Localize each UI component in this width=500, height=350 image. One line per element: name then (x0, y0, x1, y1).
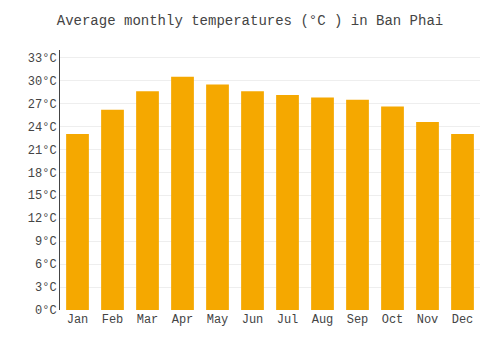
svg-text:33°C: 33°C (28, 52, 57, 66)
svg-text:Dec: Dec (452, 313, 474, 327)
svg-text:Sep: Sep (347, 313, 369, 327)
svg-text:6°C: 6°C (35, 258, 57, 272)
svg-text:30°C: 30°C (28, 75, 57, 89)
svg-text:Jul: Jul (277, 313, 299, 327)
svg-text:Jun: Jun (242, 313, 264, 327)
svg-text:18°C: 18°C (28, 167, 57, 181)
svg-text:Mar: Mar (137, 313, 159, 327)
svg-text:Average monthly temperatures (: Average monthly temperatures (°C ) in Ba… (57, 13, 443, 29)
svg-text:Aug: Aug (312, 313, 334, 327)
svg-text:21°C: 21°C (28, 144, 57, 158)
svg-text:Apr: Apr (172, 313, 194, 327)
svg-text:27°C: 27°C (28, 98, 57, 112)
svg-text:Oct: Oct (382, 313, 404, 327)
svg-text:0°C: 0°C (35, 304, 57, 318)
svg-text:May: May (207, 313, 229, 327)
svg-text:Nov: Nov (417, 313, 439, 327)
svg-text:24°C: 24°C (28, 121, 57, 135)
svg-text:15°C: 15°C (28, 189, 57, 203)
svg-text:12°C: 12°C (28, 212, 57, 226)
svg-text:3°C: 3°C (35, 281, 57, 295)
svg-text:9°C: 9°C (35, 235, 57, 249)
svg-text:Jan: Jan (67, 313, 89, 327)
svg-text:Feb: Feb (102, 313, 124, 327)
